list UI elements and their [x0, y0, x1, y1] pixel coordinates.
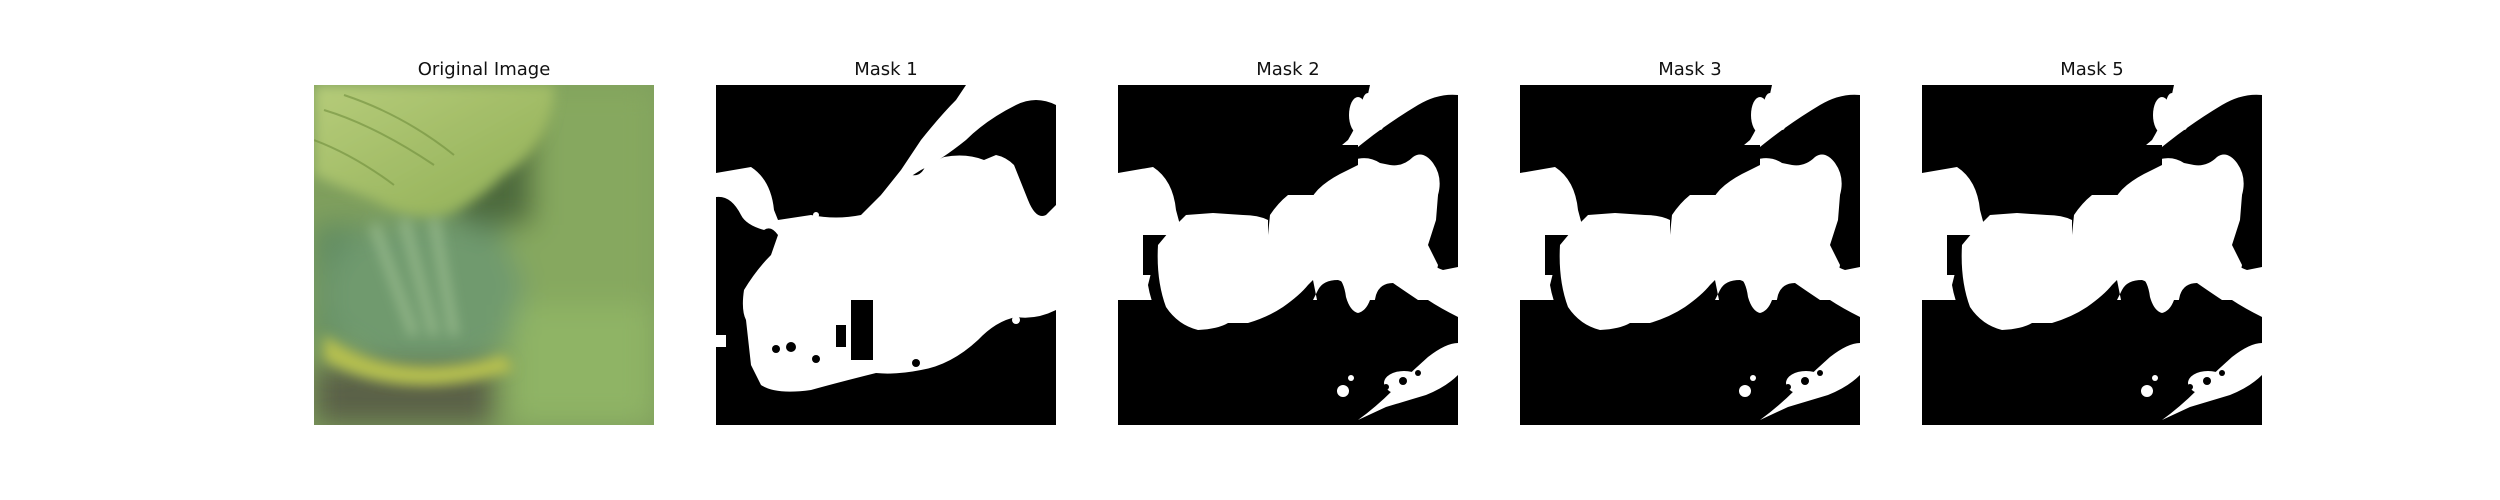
panel-title: Mask 1 [854, 59, 918, 80]
original-image [314, 85, 654, 425]
panel-title: Original Image [417, 59, 551, 80]
mask-5-image [1922, 85, 2262, 425]
mask-2-image [1118, 85, 1458, 425]
mask-1-image [716, 85, 1056, 425]
panel-title: Mask 2 [1256, 59, 1320, 80]
mask-3-image [1520, 85, 1860, 425]
panel-title: Mask 5 [2060, 59, 2124, 80]
panel-title: Mask 3 [1658, 59, 1722, 80]
